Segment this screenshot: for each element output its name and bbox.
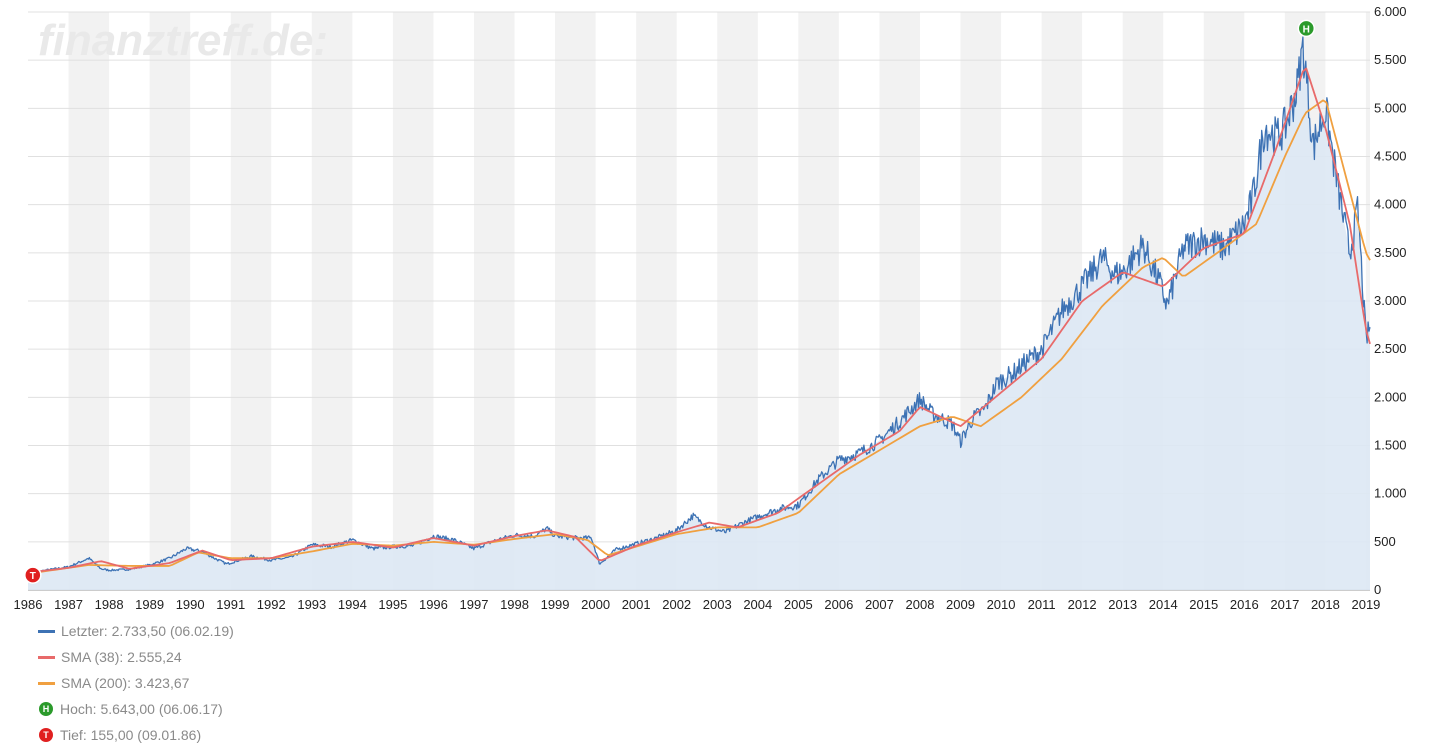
x-tick-label: 2006: [824, 597, 853, 612]
series-line-sma-200: [27, 99, 1371, 575]
x-tick-label: 2008: [906, 597, 935, 612]
x-tick-label: 1995: [378, 597, 407, 612]
x-tick-label: 1991: [216, 597, 245, 612]
x-tick-label: 1993: [297, 597, 326, 612]
x-tick-label: 1987: [54, 597, 83, 612]
legend-item[interactable]: SMA (38): 2.555,24: [38, 644, 234, 670]
watermark-logo: finanztreff.de:: [38, 16, 328, 65]
legend-marker-icon: H: [39, 702, 53, 716]
legend-text: SMA (200): 3.423,67: [61, 675, 190, 691]
x-tick-label: 1988: [95, 597, 124, 612]
y-tick-label: 3.000: [1374, 293, 1407, 308]
marker-hoch: H: [1297, 19, 1316, 38]
y-axis-tick-labels: 0 500 1.000 1.500 2.000 2.500 3.000 3.500 4.000 4…: [1374, 4, 1407, 597]
price-area-fill: [28, 47, 1370, 590]
svg-text:T: T: [30, 571, 36, 582]
legend-item[interactable]: H Hoch: 5.643,00 (06.06.17): [38, 696, 234, 722]
chart-legend: Letzter: 2.733,50 (06.02.19) SMA (38): 2.…: [38, 618, 234, 748]
marker-tief: T: [24, 566, 42, 584]
x-tick-label: 2009: [946, 597, 975, 612]
price-chart: finanztreff.de: HT 1986 1987 1988 1989 1990 1…: [14, 4, 1407, 612]
series-line-letzter: [27, 36, 1371, 575]
x-tick-label: 2000: [581, 597, 610, 612]
y-tick-label: 4.500: [1374, 149, 1407, 164]
series-line-sma-38: [27, 67, 1371, 574]
x-tick-label: 1994: [338, 597, 367, 612]
legend-item[interactable]: Letzter: 2.733,50 (06.02.19): [38, 618, 234, 644]
y-tick-label: 5.500: [1374, 52, 1407, 67]
legend-marker-icon: T: [39, 728, 53, 742]
legend-swatch: [38, 629, 55, 633]
x-tick-label: 2016: [1230, 597, 1259, 612]
y-tick-label: 0: [1374, 582, 1381, 597]
x-tick-label: 1992: [257, 597, 286, 612]
x-tick-label: 2010: [987, 597, 1016, 612]
y-tick-label: 1.000: [1374, 486, 1407, 501]
x-tick-label: 1996: [419, 597, 448, 612]
x-tick-label: 2013: [1108, 597, 1137, 612]
x-tick-label: 2012: [1068, 597, 1097, 612]
x-tick-label: 1989: [135, 597, 164, 612]
legend-text: Letzter: 2.733,50 (06.02.19): [61, 623, 234, 639]
legend-item[interactable]: T Tief: 155,00 (09.01.86): [38, 722, 234, 748]
y-tick-label: 3.500: [1374, 245, 1407, 260]
y-tick-label: 1.500: [1374, 438, 1407, 453]
x-tick-label: 2019: [1351, 597, 1380, 612]
legend-text: Tief: 155,00 (09.01.86): [60, 727, 202, 743]
x-tick-label: 1990: [176, 597, 205, 612]
y-tick-label: 2.000: [1374, 389, 1407, 404]
x-axis-tick-labels: 1986 1987 1988 1989 1990 1991 1992 1993 1994 1995…: [14, 597, 1381, 612]
y-tick-label: 500: [1374, 534, 1396, 549]
x-tick-label: 1999: [541, 597, 570, 612]
legend-swatch: [38, 655, 55, 659]
legend-text: Hoch: 5.643,00 (06.06.17): [60, 701, 223, 717]
y-tick-label: 2.500: [1374, 341, 1407, 356]
x-tick-label: 2011: [1028, 597, 1056, 612]
x-tick-label: 2004: [743, 597, 772, 612]
x-tick-label: 2003: [703, 597, 732, 612]
legend-item[interactable]: SMA (200): 3.423,67: [38, 670, 234, 696]
x-tick-label: 1986: [14, 597, 43, 612]
svg-text:H: H: [1303, 24, 1310, 35]
x-tick-label: 2005: [784, 597, 813, 612]
x-tick-label: 2017: [1270, 597, 1299, 612]
x-tick-label: 2007: [865, 597, 894, 612]
y-tick-label: 5.000: [1374, 100, 1407, 115]
x-tick-label: 2001: [622, 597, 651, 612]
x-tick-label: 2015: [1189, 597, 1218, 612]
y-tick-label: 4.000: [1374, 197, 1407, 212]
y-tick-label: 6.000: [1374, 4, 1407, 19]
x-tick-label: 2014: [1149, 597, 1178, 612]
x-tick-label: 2002: [662, 597, 691, 612]
x-tick-label: 2018: [1311, 597, 1340, 612]
series-lines: [27, 36, 1371, 575]
x-tick-label: 1997: [460, 597, 489, 612]
extreme-markers: HT: [24, 19, 1316, 584]
legend-text: SMA (38): 2.555,24: [61, 649, 182, 665]
legend-swatch: [38, 681, 55, 685]
x-tick-label: 1998: [500, 597, 529, 612]
